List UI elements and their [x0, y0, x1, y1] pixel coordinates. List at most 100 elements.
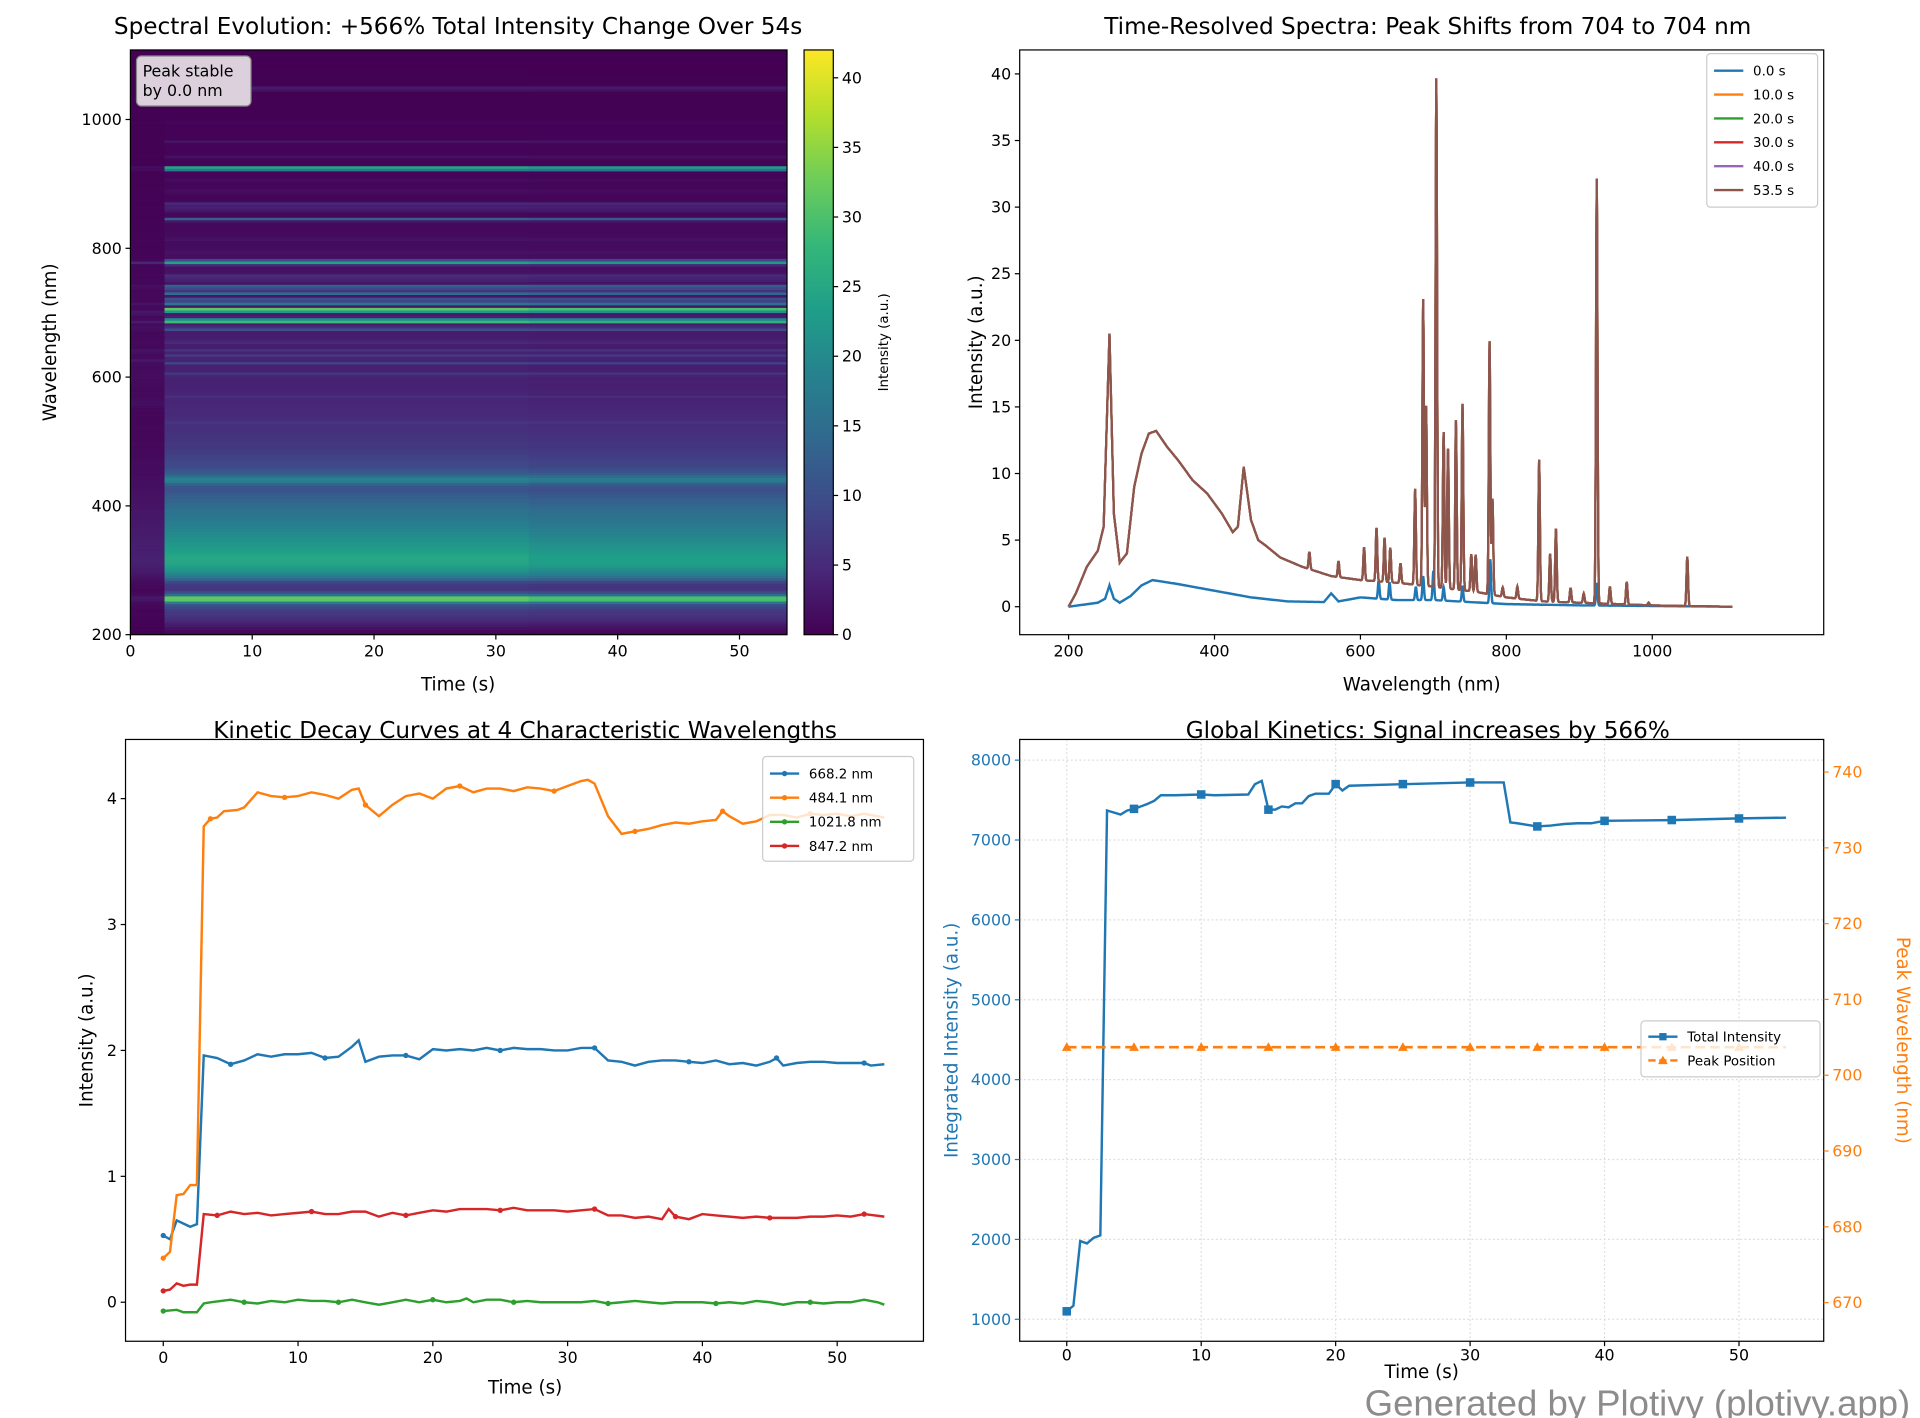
heatmap-cell: [130, 480, 166, 484]
heatmap-cell: [130, 379, 166, 383]
annotation-box: [135, 55, 252, 107]
heatmap-cell: [130, 245, 166, 249]
heatmap-cell: [164, 626, 530, 630]
heatmap-cell: [164, 547, 530, 551]
x-tick-label: 50: [729, 642, 749, 661]
global-ylabel-left: Integrated Intensity (a.u.): [942, 923, 963, 1158]
heatmap-cell: [164, 477, 530, 481]
total-intensity-marker: [1331, 779, 1340, 789]
heatmap-cell: [164, 67, 530, 71]
heatmap-cell: [528, 426, 788, 429]
heatmap-cell: [164, 456, 530, 460]
heatmap-cell: [164, 261, 530, 265]
peak-position-marker: [1061, 1042, 1072, 1051]
heatmap-cell: [164, 194, 530, 198]
kinetic-point: [686, 1059, 692, 1065]
heatmap-cell: [528, 222, 788, 226]
heatmap-cell: [130, 145, 166, 149]
heatmap-cell: [528, 86, 788, 89]
heatmap-cell: [164, 402, 530, 406]
heatmap-cell: [164, 621, 530, 625]
heatmap-cell: [528, 572, 788, 576]
heatmap-cell: [164, 359, 530, 363]
heatmap-cell: [130, 364, 166, 368]
kinetic-point: [281, 794, 288, 801]
x-tick-label: 800: [1491, 642, 1521, 661]
heatmap-cell: [130, 575, 166, 579]
heatmap-cell: [164, 304, 530, 308]
heatmap-cell: [130, 294, 166, 298]
heatmap-cell: [130, 122, 166, 126]
heatmap-cell: [528, 142, 788, 146]
heatmap-cell: [164, 389, 530, 393]
heatmap-cell: [528, 433, 788, 437]
heatmap-cell: [528, 341, 788, 344]
heatmap-cell: [528, 119, 788, 123]
heatmap-cell: [130, 369, 166, 373]
heatmap-cell: [528, 541, 788, 545]
heatmap-cell: [528, 565, 788, 569]
heatmap-cell: [164, 544, 530, 548]
legend-label: 10.0 s: [1753, 88, 1794, 103]
heatmap-cell: [130, 603, 166, 607]
heatmap-cell: [164, 382, 530, 386]
heatmap-cell: [130, 562, 166, 566]
heatmap-cell: [164, 570, 530, 574]
heatmap-cell: [164, 508, 530, 512]
heatmap-cell: [164, 214, 530, 218]
kinetic-point: [807, 1299, 813, 1305]
heatmap-cell: [164, 96, 530, 100]
heatmap-cell: [130, 266, 166, 270]
heatmap-cell: [130, 137, 166, 141]
heatmap-cell: [130, 402, 166, 406]
heatmap-cell: [528, 127, 788, 131]
heatmap-cell: [130, 549, 166, 553]
heatmap-cell: [164, 495, 530, 499]
heatmap-cell: [164, 590, 530, 594]
heatmap-cell: [164, 98, 530, 102]
y2-tick-label: 680: [1832, 1217, 1862, 1236]
heatmap-cell: [164, 526, 530, 530]
heatmap-cell: [164, 387, 530, 391]
heatmap-cell: [528, 523, 788, 527]
heatmap-cell: [130, 570, 166, 574]
heatmap-cell: [164, 106, 530, 110]
heatmap-cell: [528, 500, 788, 504]
legend: [762, 755, 915, 862]
total-intensity-marker: [1533, 822, 1542, 831]
heatmap-cell: [130, 400, 166, 404]
heatmap-cell: [130, 343, 166, 347]
kinetic-point: [551, 788, 557, 794]
heatmap-cell: [130, 523, 166, 527]
heatmap-cell: [130, 408, 166, 411]
heatmap-cell: [528, 163, 788, 167]
heatmap-cell: [130, 459, 166, 463]
peak-position-marker: [1129, 1042, 1139, 1051]
heatmap-cell: [528, 109, 788, 113]
heatmap-cell: [130, 178, 166, 182]
x-tick-label: 600: [1345, 642, 1375, 661]
heatmap-cell: [528, 626, 788, 630]
heatmap-cell: [528, 194, 788, 198]
heatmap-cell: [164, 415, 530, 419]
heatmap-cell: [130, 201, 166, 205]
heatmap-cell: [164, 521, 530, 525]
heatmap-cell: [164, 328, 530, 332]
heatmap-cell: [164, 137, 530, 141]
kinetic-point: [335, 1299, 342, 1305]
heatmap-cell: [164, 580, 530, 584]
heatmap-cell: [528, 400, 788, 404]
heatmap-cell: [528, 387, 788, 391]
kinetic-point: [160, 1255, 166, 1261]
heatmap-cell: [164, 101, 530, 105]
y-tick-label: 7000: [971, 831, 1011, 850]
heatmap-cell: [130, 632, 166, 635]
heatmap-cell: [164, 281, 530, 285]
heatmap-cell: [130, 279, 166, 283]
heatmap-cell: [164, 408, 530, 411]
heatmap-cell: [164, 183, 530, 187]
heatmap-cell: [130, 271, 166, 275]
heatmap-cell: [164, 616, 530, 620]
heatmap-cell: [130, 626, 166, 630]
y-tick-label: 4: [107, 789, 117, 808]
